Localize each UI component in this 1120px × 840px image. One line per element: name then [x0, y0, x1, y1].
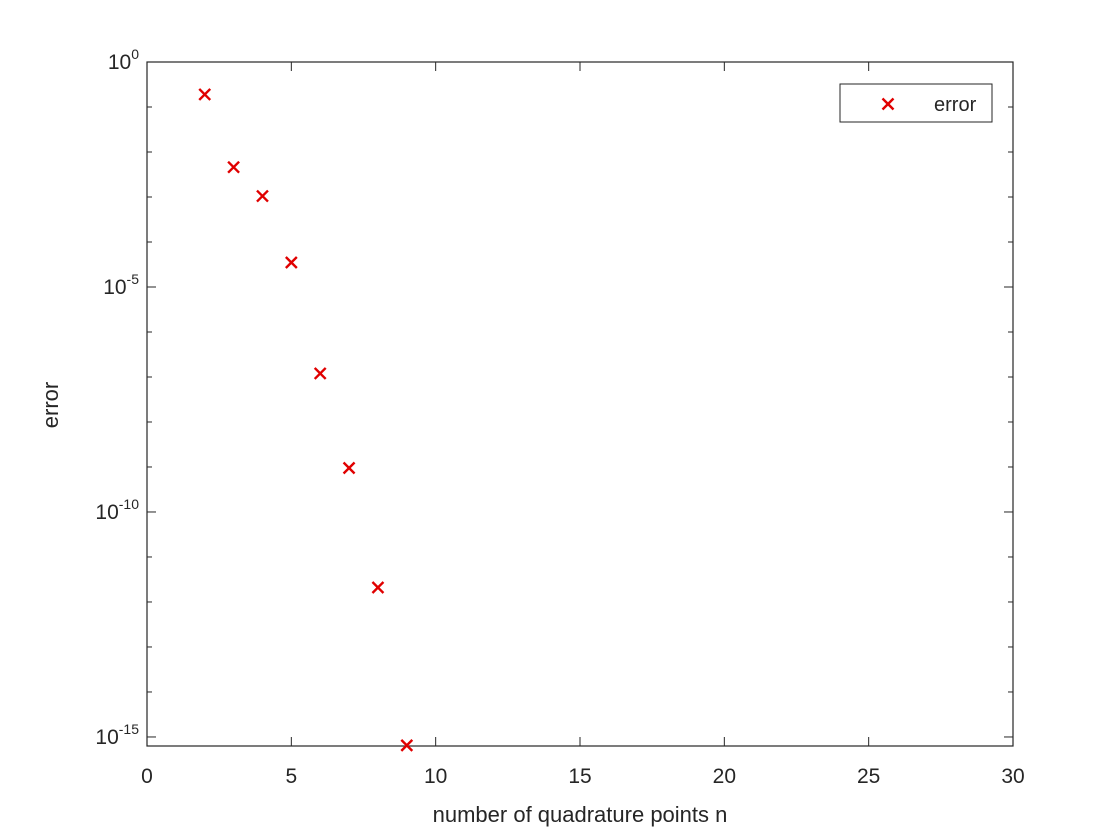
y-tick-label: 10-15 [95, 721, 139, 749]
x-marker-stroke [313, 367, 327, 380]
x-marker-stroke [227, 160, 240, 174]
x-marker-stroke [400, 739, 414, 752]
x-tick-label: 0 [141, 765, 153, 788]
y-tick-label: 100 [108, 46, 139, 74]
data-point [198, 88, 212, 101]
legend: error [839, 83, 993, 123]
data-points [198, 88, 414, 752]
data-point [227, 160, 240, 174]
x-tick-label: 20 [713, 765, 736, 788]
x-marker-stroke [881, 97, 895, 111]
y-tick-label: 10-10 [95, 496, 139, 524]
x-axis-label: number of quadrature points n [433, 802, 728, 827]
data-point [342, 461, 356, 475]
legend-marker-x [881, 97, 895, 111]
x-marker-stroke [284, 256, 298, 269]
y-axis-label: error [38, 382, 63, 428]
legend-box [839, 83, 993, 123]
data-point [371, 581, 385, 594]
data-point [313, 367, 327, 380]
x-tick-label: 30 [1001, 765, 1024, 788]
data-point [400, 739, 414, 752]
x-tick-label: 10 [424, 765, 447, 788]
plot-frame [146, 61, 1014, 747]
axis-ticks [146, 61, 1014, 746]
y-tick-label: 10-5 [103, 271, 139, 299]
plot-area [146, 61, 1014, 747]
data-point [284, 256, 298, 269]
x-marker-stroke [256, 189, 269, 203]
x-tick-label: 15 [568, 765, 591, 788]
x-marker-stroke [198, 88, 212, 101]
x-tick-label: 5 [285, 765, 297, 788]
data-point [256, 189, 269, 203]
legend-label: error [934, 94, 977, 116]
tick-labels: 0 5 10 15 20 25 30 100 10-5 10-10 10-15 [95, 46, 1024, 788]
legend-marker [881, 97, 895, 111]
x-marker-stroke [371, 581, 385, 594]
x-marker-stroke [342, 461, 356, 475]
x-tick-label: 25 [857, 765, 880, 788]
